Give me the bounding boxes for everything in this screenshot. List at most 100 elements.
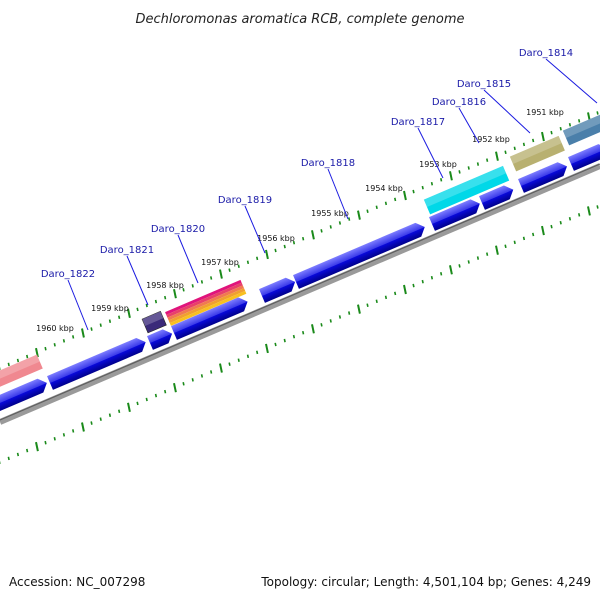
minus-strand-gene[interactable] [568,141,600,171]
map-title: Dechloromonas aromatica RCB, complete ge… [135,12,464,27]
minus-strand-gene[interactable] [171,295,250,340]
inner-ruler-tick [532,232,535,237]
outer-ruler-tick [210,276,213,280]
outer-ruler-tick [246,260,250,265]
outer-ruler-tick [118,315,121,320]
inner-ruler-tick [283,338,286,343]
inner-ruler-tick [164,389,167,394]
gene-callout-line [545,58,598,104]
inner-ruler-tick [136,401,139,406]
inner-ruler-tick [182,382,185,386]
inner-ruler-tick [587,206,591,216]
outer-ruler-tick [375,205,378,210]
outer-ruler-tick [394,197,397,202]
inner-ruler-tick [127,402,131,413]
outer-ruler-tick [495,151,499,161]
gene-label-daro_1817[interactable]: Daro_1817 [391,117,445,128]
outer-ruler-tick [108,319,112,323]
inner-ruler-tick [246,354,250,359]
outer-ruler-tick [81,328,85,338]
accession-text: Accession: NC_007298 [9,575,145,589]
minus-strand-gene[interactable] [518,159,570,193]
outer-ruler-tick [348,217,351,221]
outer-ruler-tick [53,343,56,347]
inner-ruler-tick [62,433,66,437]
outer-ruler-tick [476,162,480,166]
outer-ruler-tick [173,288,177,299]
outer-ruler-tick [292,240,296,245]
inner-ruler-tick [26,448,29,453]
gene-label-daro_1814[interactable]: Daro_1814 [519,48,573,59]
outer-ruler-tick [228,268,231,272]
outer-tick-ruler [0,111,599,370]
inner-ruler-tick [504,244,507,249]
genome-backbone [0,163,600,425]
inner-ruler-tick [559,220,562,225]
gene-blocks [0,113,600,415]
inner-ruler-tick [578,213,581,217]
inner-ruler-tick [154,393,158,398]
outer-ruler-tick [26,354,29,359]
minus-strand-gene[interactable] [429,197,483,231]
inner-ruler-tick [449,265,453,275]
inner-ruler-tick [274,342,277,347]
outer-ruler-tick [265,249,269,260]
outer-ruler-tick [412,189,415,194]
inner-ruler-tick [541,225,545,236]
gene-daro_1815[interactable] [509,135,565,172]
minus-strand-gene[interactable] [293,220,428,289]
inner-ruler-tick [513,240,516,245]
inner-ruler-tick [430,275,434,280]
gene-label-daro_1815[interactable]: Daro_1815 [457,79,511,90]
outer-ruler-tick [136,307,139,312]
minus-strand-gene[interactable] [0,376,50,415]
outer-ruler-tick [366,209,369,213]
inner-ruler-tick [440,272,443,276]
kbp-label: 1958 kbp [146,281,184,290]
inner-ruler-tick [256,350,259,355]
gene-daro_1820[interactable] [165,279,247,326]
gene-label-daro_1819[interactable]: Daro_1819 [218,195,272,206]
inner-ruler-tick [44,440,47,445]
outer-ruler-tick [311,230,315,240]
outer-ruler-tick [513,146,516,151]
outer-ruler-tick [182,288,185,292]
kbp-label: 1955 kbp [311,209,349,218]
gene-callouts: Daro_1814 Daro_1815 Daro_1816 Daro_1817 Daro… [41,48,598,331]
outer-ruler-tick [504,150,507,155]
gene-label-daro_1816[interactable]: Daro_1816 [432,97,486,108]
kbp-label: 1954 kbp [365,184,403,193]
outer-ruler-tick [44,346,47,351]
inner-ruler-tick [329,319,332,323]
gene-label-daro_1821[interactable]: Daro_1821 [100,245,154,256]
inner-ruler-tick [35,441,39,452]
gene-label-daro_1822[interactable]: Daro_1822 [41,269,95,280]
inner-ruler-tick [596,205,599,209]
gene-label-daro_1820[interactable]: Daro_1820 [151,224,205,235]
gene-daro_1814[interactable] [562,113,600,146]
inner-ruler-tick [403,284,407,295]
outer-ruler-tick [568,123,572,127]
outer-ruler-tick [72,335,75,339]
kbp-label: 1960 kbp [36,324,74,333]
outer-ruler-tick [421,185,424,190]
outer-ruler-tick [283,244,286,249]
outer-ruler-tick [256,256,259,261]
gene-daro_1821[interactable] [141,310,167,334]
minus-strand-gene[interactable] [479,183,516,210]
minus-strand-gene[interactable] [147,327,175,350]
gene-label-daro_1818[interactable]: Daro_1818 [301,158,355,169]
gene-daro_1817[interactable] [423,165,510,215]
minus-strand-gene[interactable] [259,275,298,303]
outer-ruler-tick [127,308,131,319]
inner-ruler-tick [486,252,489,256]
outer-ruler-tick [320,229,323,233]
inner-ruler-tick [394,291,397,296]
outer-ruler-tick [384,201,388,206]
gene-daro_1822[interactable] [0,354,43,389]
gene-callout-line [417,127,444,179]
gene-callout-line [327,168,349,220]
minus-strand-gene[interactable] [47,335,149,390]
outer-ruler-tick [541,131,545,142]
